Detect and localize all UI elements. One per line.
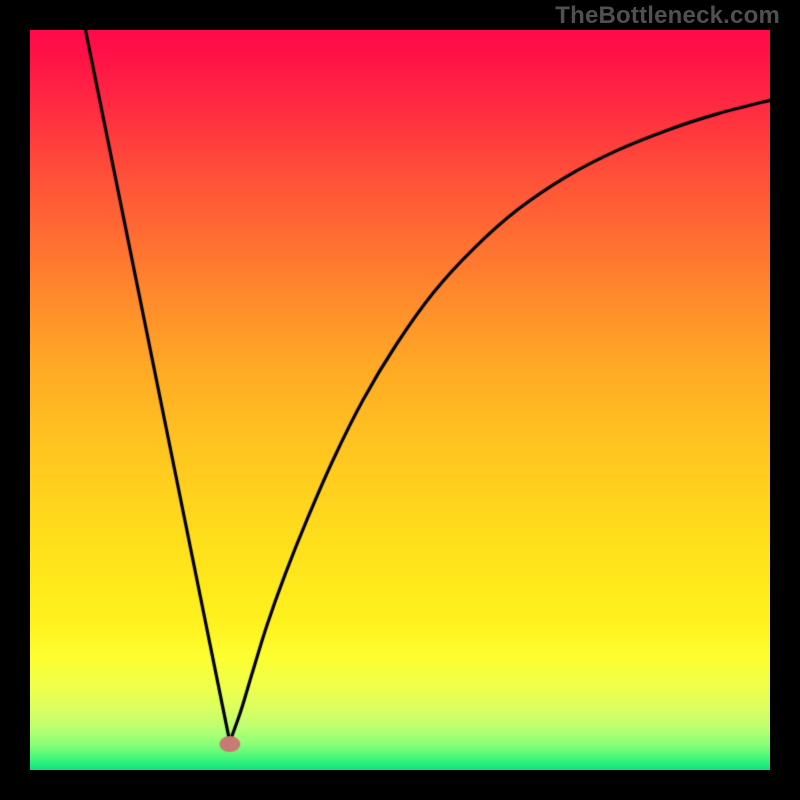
plot-area <box>30 30 770 770</box>
watermark-text: TheBottleneck.com <box>555 2 780 30</box>
chart-canvas <box>30 30 770 770</box>
chart-frame: TheBottleneck.com <box>0 0 800 800</box>
